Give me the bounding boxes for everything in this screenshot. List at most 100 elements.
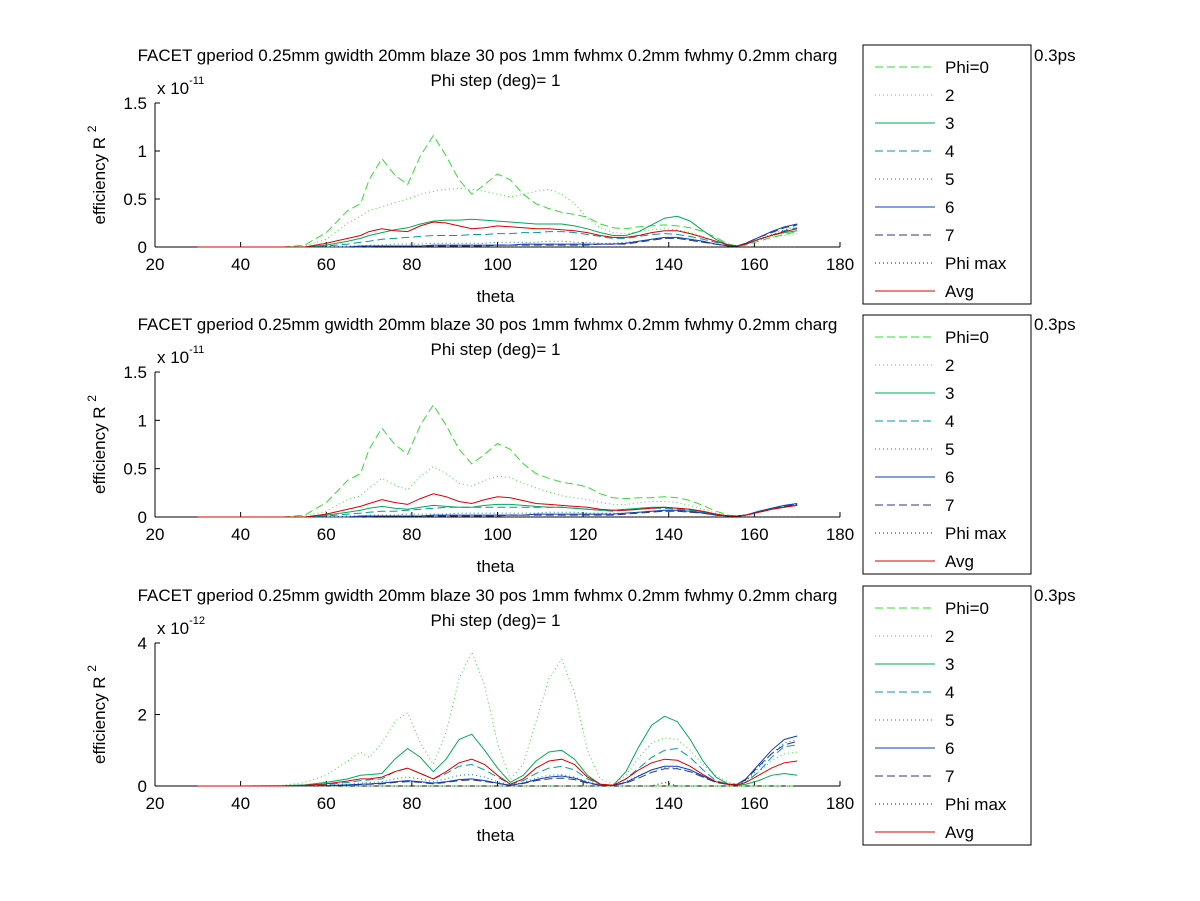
y-tick-label: 1 <box>138 411 147 430</box>
legend-label-5: 5 <box>945 440 954 459</box>
x-tick-label: 120 <box>569 794 597 813</box>
y-exponent-label: x 10-11 <box>157 344 204 367</box>
chart-title-tail: 0.3ps <box>1034 46 1076 65</box>
y-tick-label: 0.5 <box>123 190 147 209</box>
legend-label-9: Avg <box>945 823 974 842</box>
legend-label-7: 7 <box>945 767 954 786</box>
x-tick-label: 60 <box>317 255 336 274</box>
series-line-3 <box>197 715 798 787</box>
series-line-1 <box>197 134 798 248</box>
chart-title-line2: Phi step (deg)= 1 <box>431 611 561 630</box>
legend-label-3: 3 <box>945 114 954 133</box>
legend-label-8: Phi max <box>945 795 1007 814</box>
legend-label-1: Phi=0 <box>945 58 989 77</box>
legend-label-6: 6 <box>945 468 954 487</box>
legend-label-8: Phi max <box>945 254 1007 273</box>
x-tick-label: 60 <box>317 794 336 813</box>
x-axis-label: theta <box>477 557 515 576</box>
series-line-3 <box>197 215 798 248</box>
y-axis-label-sup: 2 <box>85 665 99 672</box>
series-line-4 <box>197 227 798 248</box>
exponent-power: -11 <box>189 75 204 87</box>
series-line-9 <box>197 493 798 518</box>
series-line-5 <box>197 739 798 787</box>
legend-label-3: 3 <box>945 655 954 674</box>
x-tick-label: 60 <box>317 525 336 544</box>
y-axis-label-text: efficiency R <box>90 672 109 764</box>
series-line-4 <box>197 744 798 787</box>
y-tick-label: 4 <box>138 634 147 653</box>
series-line-6 <box>197 503 798 518</box>
x-tick-label: 40 <box>231 525 250 544</box>
y-tick-label: 0 <box>138 777 147 796</box>
subplot-2: FACET gperiod 0.25mm gwidth 20mm blaze 3… <box>85 314 1076 576</box>
exponent-base: x 10 <box>157 79 189 98</box>
legend-label-4: 4 <box>945 142 954 161</box>
legend-label-2: 2 <box>945 356 954 375</box>
y-axis-label: efficiency R 2 <box>85 665 109 764</box>
x-tick-label: 80 <box>402 255 421 274</box>
x-tick-label: 20 <box>146 255 165 274</box>
legend-box <box>862 44 1032 305</box>
x-tick-label: 180 <box>826 255 854 274</box>
x-tick-label: 140 <box>655 525 683 544</box>
series-line-8 <box>197 781 798 787</box>
y-axis-label: efficiency R 2 <box>85 125 109 224</box>
x-tick-label: 140 <box>655 794 683 813</box>
x-tick-label: 20 <box>146 794 165 813</box>
legend-label-9: Avg <box>945 282 974 301</box>
exponent-base: x 10 <box>157 619 189 638</box>
series-line-7 <box>197 503 798 518</box>
chart-title-tail: 0.3ps <box>1034 315 1076 334</box>
chart-title-line2: Phi step (deg)= 1 <box>431 71 561 90</box>
x-tick-label: 40 <box>231 794 250 813</box>
legend-label-7: 7 <box>945 496 954 515</box>
legend-label-3: 3 <box>945 384 954 403</box>
x-tick-label: 40 <box>231 255 250 274</box>
exponent-power: -12 <box>189 615 205 627</box>
x-axis-label: theta <box>477 287 515 306</box>
chart-title-line1: FACET gperiod 0.25mm gwidth 20mm blaze 3… <box>138 315 838 334</box>
y-tick-label: 0.5 <box>123 460 147 479</box>
x-tick-label: 100 <box>483 525 511 544</box>
chart-title-tail: 0.3ps <box>1034 586 1076 605</box>
y-tick-label: 1 <box>138 142 147 161</box>
legend-label-2: 2 <box>945 86 954 105</box>
legend-box <box>862 585 1032 846</box>
y-axis-label-text: efficiency R <box>90 132 109 224</box>
x-tick-label: 160 <box>740 794 768 813</box>
x-tick-label: 80 <box>402 794 421 813</box>
legend-box <box>862 314 1032 575</box>
y-exponent-label: x 10-11 <box>157 75 204 98</box>
y-axis-label: efficiency R 2 <box>85 395 109 494</box>
y-exponent-label: x 10-12 <box>157 615 205 638</box>
legend-label-6: 6 <box>945 739 954 758</box>
y-tick-label: 1.5 <box>123 94 147 113</box>
chart-title-line1: FACET gperiod 0.25mm gwidth 20mm blaze 3… <box>138 46 838 65</box>
legend-label-1: Phi=0 <box>945 328 989 347</box>
legend-label-1: Phi=0 <box>945 599 989 618</box>
series-line-7 <box>197 740 798 787</box>
legend-label-6: 6 <box>945 198 954 217</box>
legend-label-8: Phi max <box>945 524 1007 543</box>
x-tick-label: 140 <box>655 255 683 274</box>
series-line-9 <box>197 758 798 787</box>
x-tick-label: 160 <box>740 525 768 544</box>
x-tick-label: 180 <box>826 525 854 544</box>
x-tick-label: 120 <box>569 525 597 544</box>
y-tick-label: 0 <box>138 508 147 527</box>
legend-label-4: 4 <box>945 683 954 702</box>
series-line-7 <box>197 224 798 248</box>
x-tick-label: 120 <box>569 255 597 274</box>
x-tick-label: 180 <box>826 794 854 813</box>
exponent-power: -11 <box>189 344 204 356</box>
series-line-1 <box>197 403 798 518</box>
y-tick-label: 0 <box>138 238 147 257</box>
chart-title-line1: FACET gperiod 0.25mm gwidth 20mm blaze 3… <box>138 586 838 605</box>
y-tick-label: 2 <box>138 706 147 725</box>
x-axis-label: theta <box>477 826 515 845</box>
series-line-2 <box>197 466 798 518</box>
y-tick-label: 1.5 <box>123 363 147 382</box>
x-tick-label: 20 <box>146 525 165 544</box>
